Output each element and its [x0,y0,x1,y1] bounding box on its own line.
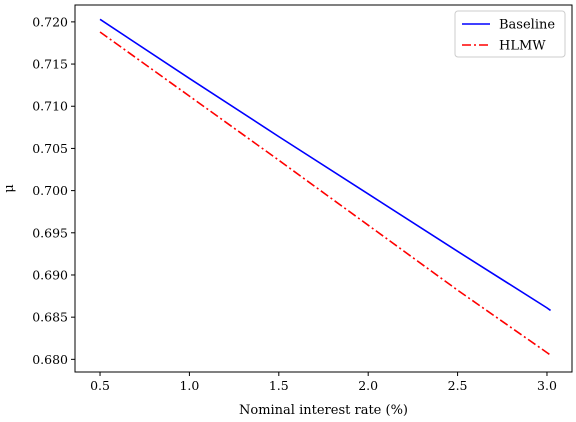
x-axis-label: Nominal interest rate (%) [239,403,408,418]
y-tick-label: 0.695 [32,225,68,240]
x-tick-label: 0.5 [90,378,110,393]
x-tick-label: 3.0 [537,378,557,393]
legend-label-baseline: Baseline [499,18,555,33]
x-tick-label: 1.0 [179,378,199,393]
y-axis-label: μ [2,184,17,192]
legend-label-hlmw: HLMW [499,39,546,54]
y-tick-label: 0.680 [32,352,68,367]
axes-frame [74,4,573,373]
plot-area [99,18,552,356]
y-tick-label: 0.710 [32,99,68,114]
legend: Baseline HLMW [454,10,566,58]
x-tick-label: 2.5 [448,378,468,393]
y-tick-label: 0.715 [32,57,68,72]
y-tick-label: 0.705 [32,141,68,156]
x-tick-label: 2.0 [358,378,378,393]
y-tick-label: 0.690 [32,267,68,282]
x-tick-label: 1.5 [269,378,289,393]
axes-ticks: 0.5 1.0 1.5 2.0 2.5 3.0 0.680 0.685 0.690 0.695 0.… [32,14,557,393]
series-line-hlmw [99,31,552,356]
series-line-baseline [99,18,552,312]
y-tick-label: 0.700 [32,183,68,198]
y-tick-label: 0.685 [32,310,68,325]
y-tick-label: 0.720 [32,14,68,29]
